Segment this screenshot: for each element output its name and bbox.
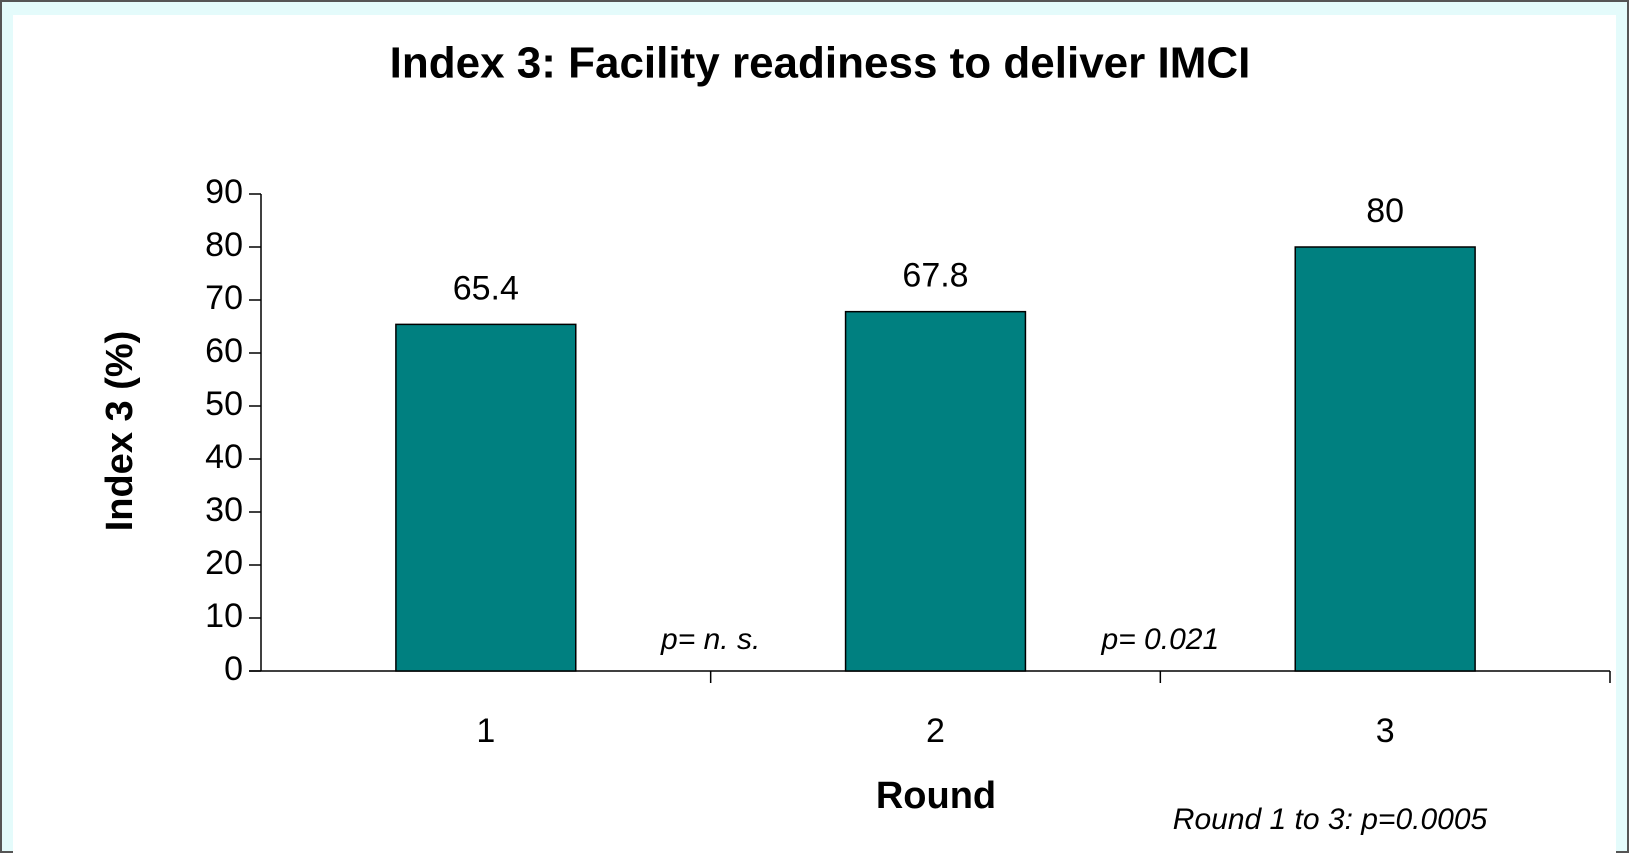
x-axis-title: Round xyxy=(876,775,996,817)
annotation: Round 1 to 3: p=0.0005 xyxy=(1173,803,1488,836)
y-tick-label: 50 xyxy=(205,385,243,423)
x-tick-label: 1 xyxy=(476,712,495,750)
y-tick-label: 90 xyxy=(205,173,243,211)
data-label: 67.8 xyxy=(902,257,968,295)
y-tick-label: 40 xyxy=(205,438,243,476)
y-tick-label: 60 xyxy=(205,332,243,370)
bar xyxy=(395,323,577,672)
annotation: p= n. s. xyxy=(660,623,760,656)
y-tick-label: 0 xyxy=(224,650,243,688)
y-tick-label: 20 xyxy=(205,544,243,582)
y-tick-label: 10 xyxy=(205,597,243,635)
bar xyxy=(1294,246,1476,672)
data-label: 65.4 xyxy=(453,269,519,307)
x-tick-label: 2 xyxy=(926,712,945,750)
y-tick-label: 30 xyxy=(205,491,243,529)
y-tick-label: 80 xyxy=(205,226,243,264)
bar xyxy=(844,310,1027,672)
x-tick-label: 3 xyxy=(1376,712,1395,750)
y-tick-label: 70 xyxy=(205,279,243,317)
annotation: p= 0.021 xyxy=(1101,623,1220,656)
chart-title: Index 3: Facility readiness to deliver I… xyxy=(390,39,1251,88)
y-axis-title: Index 3 (%) xyxy=(99,331,141,532)
data-label: 80 xyxy=(1366,192,1404,230)
